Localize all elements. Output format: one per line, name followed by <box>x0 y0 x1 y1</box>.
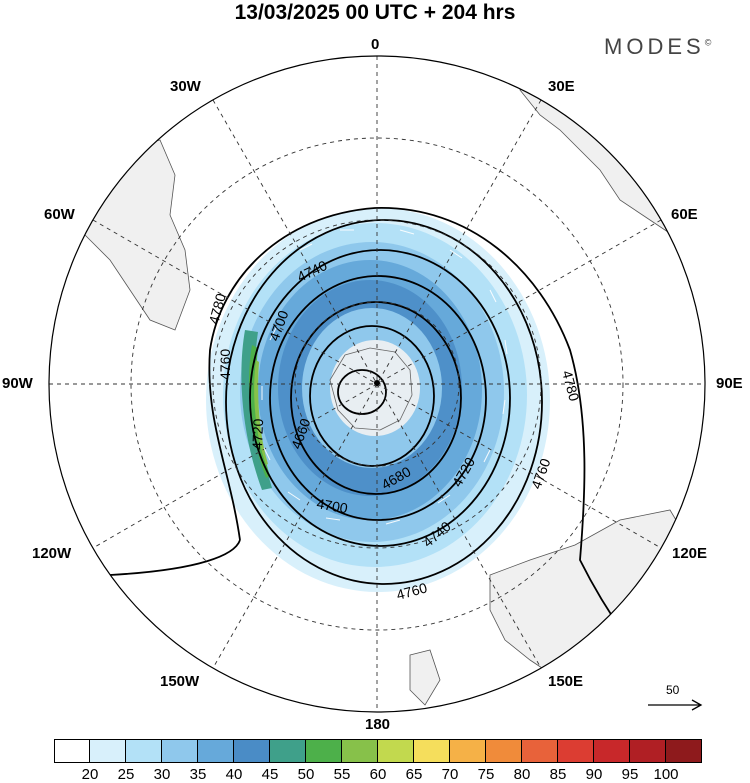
contour-label: 4700 <box>315 495 349 516</box>
colorbar-swatch <box>666 739 702 763</box>
wind-shading <box>206 208 550 592</box>
colorbar-tick-label: 45 <box>261 766 279 783</box>
colorbar-tick-label: 95 <box>621 766 639 783</box>
lon-label-180: 180 <box>365 716 391 733</box>
australia-land <box>489 509 705 691</box>
brand-text: MODES <box>604 34 705 59</box>
colorbar-swatch <box>54 739 90 763</box>
lon-label-120w: 120W <box>32 545 72 562</box>
chart-title: 13/03/2025 00 UTC + 204 hrs <box>234 1 516 24</box>
colorbar-tick-label: 75 <box>477 766 495 783</box>
colorbar-swatch <box>450 739 486 763</box>
colorbar-swatch <box>126 739 162 763</box>
lon-label-90w: 90W <box>2 375 33 392</box>
brand-mark: © <box>704 37 712 48</box>
south-america-land <box>54 139 191 331</box>
modes-logo: MODES© <box>604 34 711 60</box>
colorbar-tick-label: 30 <box>153 766 171 783</box>
antarctica-coast <box>329 347 413 431</box>
colorbar-swatch <box>558 739 594 763</box>
colorbar-swatch <box>198 739 234 763</box>
colorbar-swatch <box>486 739 522 763</box>
reference-vector-label: 50 <box>666 683 680 697</box>
lon-label-150e: 150E <box>548 673 584 690</box>
colorbar-swatch <box>234 739 270 763</box>
colorbar-swatch <box>594 739 630 763</box>
contour-label: 4780 <box>559 369 583 403</box>
colorbar-tick-label: 70 <box>441 766 459 783</box>
colorbar-swatch <box>270 739 306 763</box>
colorbar-swatch <box>378 739 414 763</box>
contour-label: 4760 <box>395 579 429 603</box>
colorbar-tick-label: 90 <box>585 766 603 783</box>
colorbar-swatch <box>342 739 378 763</box>
new-zealand-land <box>409 649 441 706</box>
colorbar-frame <box>54 739 702 763</box>
colorbar-swatch <box>630 739 666 763</box>
lon-label-30w: 30W <box>170 78 201 95</box>
lon-label-60w: 60W <box>44 206 75 223</box>
colorbar-swatch <box>90 739 126 763</box>
lon-label-90e: 90E <box>716 375 743 392</box>
colorbar-tick-label: 60 <box>369 766 387 783</box>
contour-label: 4720 <box>249 418 266 450</box>
wind-arrows <box>261 229 508 525</box>
colorbar <box>54 739 702 763</box>
colorbar-tick-label: 50 <box>297 766 315 783</box>
reference-vector-arrow <box>648 699 703 711</box>
contour-label: 4780 <box>205 291 229 325</box>
colorbar-tick-label: 80 <box>513 766 531 783</box>
lon-label-150w: 150W <box>160 673 200 690</box>
lon-label-0: 0 <box>371 36 380 53</box>
colorbar-tick-label: 100 <box>653 766 679 783</box>
colorbar-swatch <box>162 739 198 763</box>
lon-label-60e: 60E <box>671 206 698 223</box>
contour-label: 4760 <box>217 349 233 380</box>
colorbar-tick-label: 55 <box>333 766 351 783</box>
colorbar-tick-label: 20 <box>81 766 99 783</box>
colorbar-tick-label: 25 <box>117 766 135 783</box>
colorbar-tick-label: 85 <box>549 766 567 783</box>
south-pole-marker <box>374 380 380 386</box>
lon-label-120e: 120E <box>672 545 708 562</box>
colorbar-tick-label: 35 <box>189 766 207 783</box>
colorbar-swatch <box>306 739 342 763</box>
colorbar-tick-label: 40 <box>225 766 243 783</box>
colorbar-swatch <box>522 739 558 763</box>
colorbar-swatch <box>414 739 450 763</box>
lon-label-30e: 30E <box>548 78 575 95</box>
colorbar-tick-label: 65 <box>405 766 423 783</box>
